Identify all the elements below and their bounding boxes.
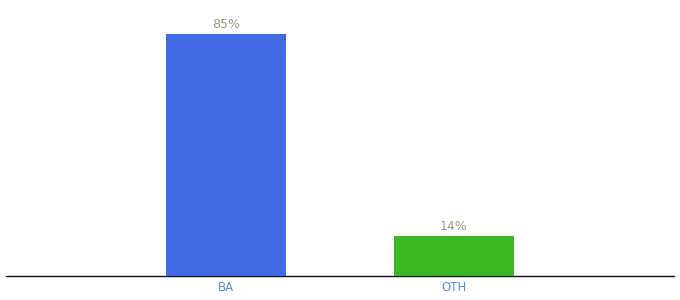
Text: 14%: 14% [440, 220, 468, 233]
Text: 85%: 85% [212, 18, 240, 31]
Bar [394, 236, 514, 276]
Bar [166, 34, 286, 276]
